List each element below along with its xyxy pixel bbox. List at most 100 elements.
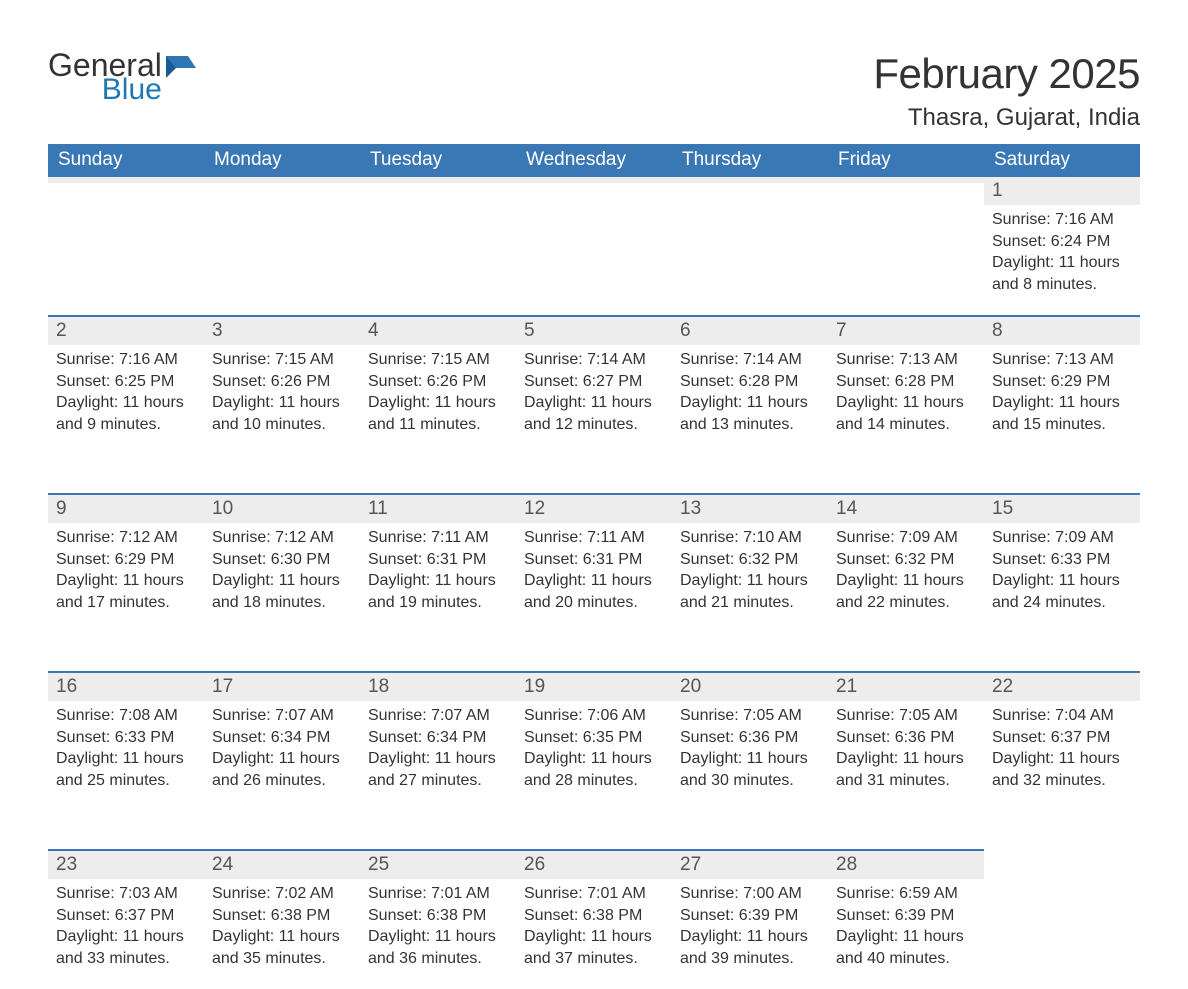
sunrise-text: Sunrise: 7:09 AM xyxy=(836,527,976,549)
daylight-text: Daylight: 11 hours and 14 minutes. xyxy=(836,392,976,435)
day-cell: Sunrise: 7:13 AMSunset: 6:28 PMDaylight:… xyxy=(828,345,984,493)
sunrise-text: Sunrise: 7:00 AM xyxy=(680,883,820,905)
day-number: 26 xyxy=(516,849,672,879)
day-body: Sunrise: 7:01 AMSunset: 6:38 PMDaylight:… xyxy=(516,879,672,971)
day-cell: Sunrise: 7:08 AMSunset: 6:33 PMDaylight:… xyxy=(48,701,204,849)
day-number: 15 xyxy=(984,493,1140,523)
day-body: Sunrise: 7:16 AMSunset: 6:24 PMDaylight:… xyxy=(984,205,1140,297)
daylight-text: Daylight: 11 hours and 33 minutes. xyxy=(56,926,196,969)
day-body: Sunrise: 7:13 AMSunset: 6:29 PMDaylight:… xyxy=(984,345,1140,437)
day-cell: Sunrise: 7:13 AMSunset: 6:29 PMDaylight:… xyxy=(984,345,1140,493)
sunset-text: Sunset: 6:33 PM xyxy=(56,727,196,749)
daylight-text: Daylight: 11 hours and 28 minutes. xyxy=(524,748,664,791)
day-cell xyxy=(204,205,360,315)
sunrise-text: Sunrise: 7:16 AM xyxy=(56,349,196,371)
header: General Blue February 2025 Thasra, Gujar… xyxy=(48,50,1140,132)
day-body xyxy=(984,879,1140,885)
daylight-text: Daylight: 11 hours and 8 minutes. xyxy=(992,252,1132,295)
day-cell: Sunrise: 7:06 AMSunset: 6:35 PMDaylight:… xyxy=(516,701,672,849)
day-body: Sunrise: 7:09 AMSunset: 6:33 PMDaylight:… xyxy=(984,523,1140,615)
flag-icon xyxy=(166,54,196,78)
week-body-row: Sunrise: 7:03 AMSunset: 6:37 PMDaylight:… xyxy=(48,879,1140,989)
sunrise-text: Sunrise: 7:05 AM xyxy=(680,705,820,727)
day-number xyxy=(828,177,984,183)
day-number: 6 xyxy=(672,315,828,345)
day-body: Sunrise: 7:15 AMSunset: 6:26 PMDaylight:… xyxy=(204,345,360,437)
sunset-text: Sunset: 6:38 PM xyxy=(212,905,352,927)
sunset-text: Sunset: 6:29 PM xyxy=(56,549,196,571)
day-body xyxy=(828,205,984,211)
week-body-row: Sunrise: 7:16 AMSunset: 6:25 PMDaylight:… xyxy=(48,345,1140,493)
daylight-text: Daylight: 11 hours and 9 minutes. xyxy=(56,392,196,435)
day-body: Sunrise: 7:14 AMSunset: 6:27 PMDaylight:… xyxy=(516,345,672,437)
sunset-text: Sunset: 6:33 PM xyxy=(992,549,1132,571)
day-cell: Sunrise: 7:16 AMSunset: 6:25 PMDaylight:… xyxy=(48,345,204,493)
daylight-text: Daylight: 11 hours and 31 minutes. xyxy=(836,748,976,791)
daylight-text: Daylight: 11 hours and 26 minutes. xyxy=(212,748,352,791)
daylight-text: Daylight: 11 hours and 21 minutes. xyxy=(680,570,820,613)
daylight-text: Daylight: 11 hours and 11 minutes. xyxy=(368,392,508,435)
sunrise-text: Sunrise: 7:13 AM xyxy=(992,349,1132,371)
sunset-text: Sunset: 6:31 PM xyxy=(368,549,508,571)
day-cell: Sunrise: 7:12 AMSunset: 6:30 PMDaylight:… xyxy=(204,523,360,671)
sunrise-text: Sunrise: 7:08 AM xyxy=(56,705,196,727)
daylight-text: Daylight: 11 hours and 37 minutes. xyxy=(524,926,664,969)
day-header: Sunday xyxy=(48,144,204,177)
day-cell: Sunrise: 7:14 AMSunset: 6:28 PMDaylight:… xyxy=(672,345,828,493)
day-cell: Sunrise: 7:15 AMSunset: 6:26 PMDaylight:… xyxy=(360,345,516,493)
sunrise-text: Sunrise: 7:09 AM xyxy=(992,527,1132,549)
week-number-row: 232425262728 xyxy=(48,849,1140,879)
week-body-row: Sunrise: 7:16 AMSunset: 6:24 PMDaylight:… xyxy=(48,205,1140,315)
day-body: Sunrise: 7:01 AMSunset: 6:38 PMDaylight:… xyxy=(360,879,516,971)
day-number xyxy=(516,177,672,183)
day-number: 9 xyxy=(48,493,204,523)
day-cell xyxy=(828,205,984,315)
sunset-text: Sunset: 6:37 PM xyxy=(56,905,196,927)
day-number: 7 xyxy=(828,315,984,345)
daylight-text: Daylight: 11 hours and 24 minutes. xyxy=(992,570,1132,613)
day-body: Sunrise: 7:00 AMSunset: 6:39 PMDaylight:… xyxy=(672,879,828,971)
logo-text: General Blue xyxy=(48,50,162,105)
day-cell: Sunrise: 7:15 AMSunset: 6:26 PMDaylight:… xyxy=(204,345,360,493)
day-body: Sunrise: 6:59 AMSunset: 6:39 PMDaylight:… xyxy=(828,879,984,971)
title-block: February 2025 Thasra, Gujarat, India xyxy=(873,50,1140,132)
day-body: Sunrise: 7:05 AMSunset: 6:36 PMDaylight:… xyxy=(672,701,828,793)
day-number: 19 xyxy=(516,671,672,701)
day-number: 12 xyxy=(516,493,672,523)
day-cell: Sunrise: 7:05 AMSunset: 6:36 PMDaylight:… xyxy=(828,701,984,849)
daylight-text: Daylight: 11 hours and 36 minutes. xyxy=(368,926,508,969)
day-number: 14 xyxy=(828,493,984,523)
sunset-text: Sunset: 6:39 PM xyxy=(680,905,820,927)
day-number xyxy=(360,177,516,183)
week-number-row: 16171819202122 xyxy=(48,671,1140,701)
day-cell: Sunrise: 6:59 AMSunset: 6:39 PMDaylight:… xyxy=(828,879,984,989)
sunrise-text: Sunrise: 7:15 AM xyxy=(368,349,508,371)
day-number: 20 xyxy=(672,671,828,701)
day-number: 2 xyxy=(48,315,204,345)
sunrise-text: Sunrise: 7:07 AM xyxy=(212,705,352,727)
day-cell: Sunrise: 7:16 AMSunset: 6:24 PMDaylight:… xyxy=(984,205,1140,315)
day-number xyxy=(984,849,1140,855)
sunrise-text: Sunrise: 7:01 AM xyxy=(368,883,508,905)
daylight-text: Daylight: 11 hours and 12 minutes. xyxy=(524,392,664,435)
sunset-text: Sunset: 6:36 PM xyxy=(836,727,976,749)
sunset-text: Sunset: 6:28 PM xyxy=(836,371,976,393)
day-cell xyxy=(984,879,1140,989)
sunset-text: Sunset: 6:31 PM xyxy=(524,549,664,571)
day-body: Sunrise: 7:09 AMSunset: 6:32 PMDaylight:… xyxy=(828,523,984,615)
day-cell xyxy=(360,205,516,315)
day-body: Sunrise: 7:06 AMSunset: 6:35 PMDaylight:… xyxy=(516,701,672,793)
day-cell: Sunrise: 7:01 AMSunset: 6:38 PMDaylight:… xyxy=(360,879,516,989)
day-header: Wednesday xyxy=(516,144,672,177)
sunset-text: Sunset: 6:37 PM xyxy=(992,727,1132,749)
day-body xyxy=(516,205,672,211)
day-number: 3 xyxy=(204,315,360,345)
day-body: Sunrise: 7:11 AMSunset: 6:31 PMDaylight:… xyxy=(516,523,672,615)
day-cell xyxy=(672,205,828,315)
day-body: Sunrise: 7:05 AMSunset: 6:36 PMDaylight:… xyxy=(828,701,984,793)
day-cell: Sunrise: 7:09 AMSunset: 6:32 PMDaylight:… xyxy=(828,523,984,671)
sunrise-text: Sunrise: 7:12 AM xyxy=(56,527,196,549)
day-body: Sunrise: 7:15 AMSunset: 6:26 PMDaylight:… xyxy=(360,345,516,437)
day-cell: Sunrise: 7:12 AMSunset: 6:29 PMDaylight:… xyxy=(48,523,204,671)
daylight-text: Daylight: 11 hours and 18 minutes. xyxy=(212,570,352,613)
